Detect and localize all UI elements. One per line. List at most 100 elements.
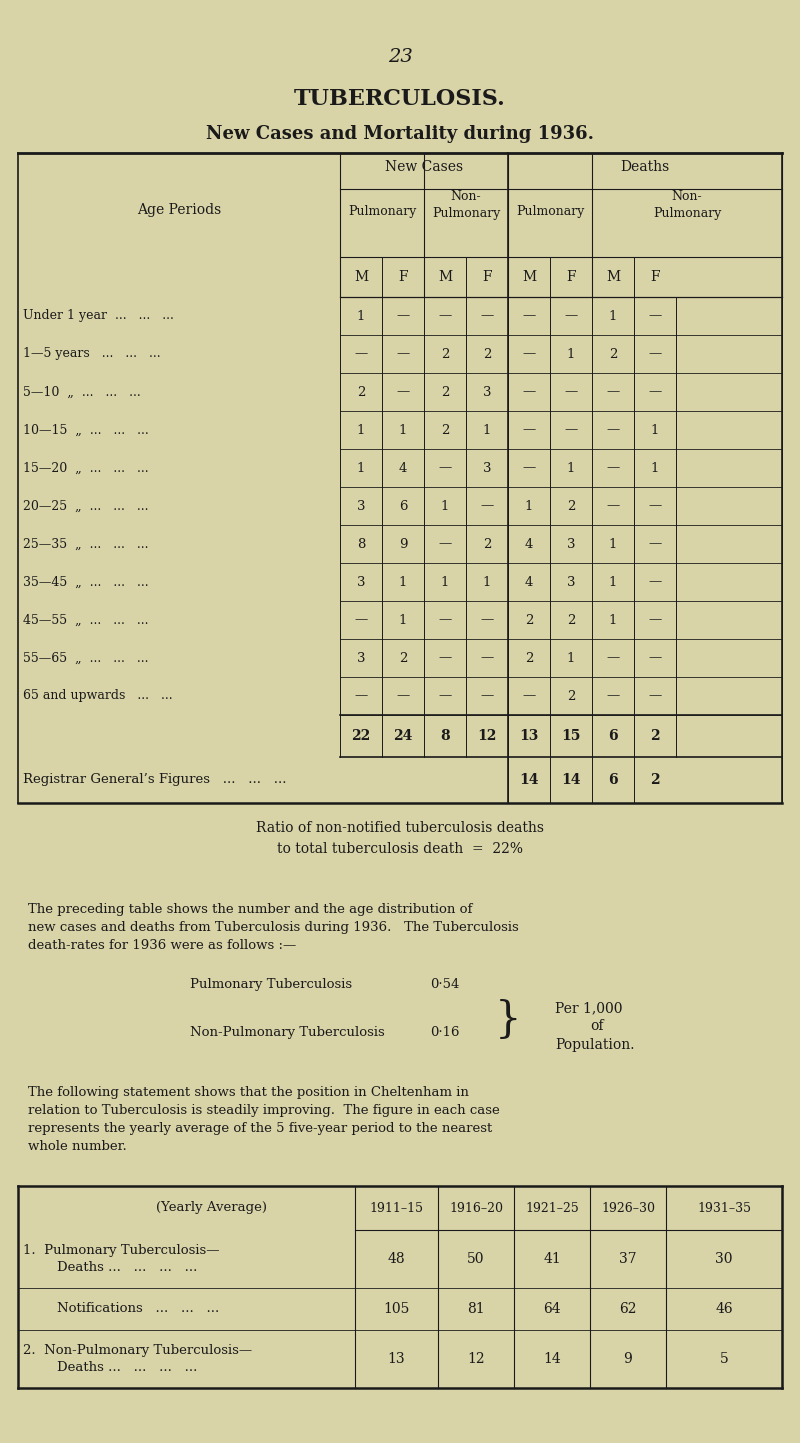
Text: 1: 1 bbox=[441, 499, 449, 512]
Text: M: M bbox=[354, 270, 368, 284]
Text: 2: 2 bbox=[609, 348, 617, 361]
Text: 2: 2 bbox=[650, 729, 660, 743]
Text: Registrar General’s Figures   ...   ...   ...: Registrar General’s Figures ... ... ... bbox=[23, 773, 286, 786]
Text: —: — bbox=[396, 348, 410, 361]
Text: —: — bbox=[648, 651, 662, 664]
Text: 1921–25: 1921–25 bbox=[525, 1202, 579, 1215]
Text: —: — bbox=[480, 690, 494, 703]
Text: 1—5 years   ...   ...   ...: 1—5 years ... ... ... bbox=[23, 348, 161, 361]
Text: 2: 2 bbox=[567, 613, 575, 626]
Text: —: — bbox=[522, 462, 536, 475]
Text: 50: 50 bbox=[467, 1253, 485, 1266]
Text: 5—10  „  ...   ...   ...: 5—10 „ ... ... ... bbox=[23, 385, 141, 398]
Text: 14: 14 bbox=[562, 773, 581, 786]
Text: New Cases and Mortality during 1936.: New Cases and Mortality during 1936. bbox=[206, 126, 594, 143]
Text: —: — bbox=[522, 309, 536, 322]
Text: 1: 1 bbox=[483, 576, 491, 589]
Text: 6: 6 bbox=[608, 773, 618, 786]
Text: 0·54: 0·54 bbox=[430, 978, 459, 991]
Text: —: — bbox=[648, 499, 662, 512]
Text: 1: 1 bbox=[567, 651, 575, 664]
Text: 1911–15: 1911–15 bbox=[370, 1202, 423, 1215]
Text: 13: 13 bbox=[519, 729, 538, 743]
Text: 4: 4 bbox=[399, 462, 407, 475]
Text: 2.  Non-Pulmonary Tuberculosis—
        Deaths ...   ...   ...   ...: 2. Non-Pulmonary Tuberculosis— Deaths ..… bbox=[23, 1343, 252, 1374]
Text: —: — bbox=[522, 385, 536, 398]
Text: 14: 14 bbox=[543, 1352, 561, 1367]
Text: —: — bbox=[480, 651, 494, 664]
Text: 1.  Pulmonary Tuberculosis—
        Deaths ...   ...   ...   ...: 1. Pulmonary Tuberculosis— Deaths ... ..… bbox=[23, 1244, 219, 1274]
Text: 2: 2 bbox=[441, 348, 449, 361]
Text: —: — bbox=[564, 385, 578, 398]
Text: Per 1,000: Per 1,000 bbox=[555, 1001, 622, 1014]
Text: 1: 1 bbox=[399, 423, 407, 436]
Text: —: — bbox=[648, 690, 662, 703]
Text: 1: 1 bbox=[399, 576, 407, 589]
Text: New Cases: New Cases bbox=[385, 160, 463, 175]
Text: 37: 37 bbox=[619, 1253, 637, 1266]
Text: Ratio of non-notified tuberculosis deaths
to total tuberculosis death  =  22%: Ratio of non-notified tuberculosis death… bbox=[256, 821, 544, 856]
Text: Age Periods: Age Periods bbox=[137, 203, 221, 216]
Text: 35—45  „  ...   ...   ...: 35—45 „ ... ... ... bbox=[23, 576, 149, 589]
Text: —: — bbox=[648, 348, 662, 361]
Text: 2: 2 bbox=[525, 613, 533, 626]
Text: 2: 2 bbox=[567, 690, 575, 703]
Text: 6: 6 bbox=[398, 499, 407, 512]
Text: 23: 23 bbox=[388, 48, 412, 66]
Text: 2: 2 bbox=[399, 651, 407, 664]
Text: 14: 14 bbox=[519, 773, 538, 786]
Text: —: — bbox=[648, 613, 662, 626]
Text: 4: 4 bbox=[525, 537, 533, 550]
Text: F: F bbox=[482, 270, 492, 284]
Text: 3: 3 bbox=[357, 576, 366, 589]
Text: —: — bbox=[522, 348, 536, 361]
Text: 1: 1 bbox=[357, 423, 365, 436]
Text: —: — bbox=[438, 690, 452, 703]
Text: —: — bbox=[480, 613, 494, 626]
Text: —: — bbox=[354, 613, 368, 626]
Text: —: — bbox=[606, 651, 620, 664]
Text: 12: 12 bbox=[467, 1352, 485, 1367]
Text: —: — bbox=[354, 690, 368, 703]
Text: 2: 2 bbox=[357, 385, 365, 398]
Text: 1: 1 bbox=[399, 613, 407, 626]
Text: The following statement shows that the position in Cheltenham in
relation to Tub: The following statement shows that the p… bbox=[28, 1087, 500, 1153]
Text: 81: 81 bbox=[467, 1302, 485, 1316]
Text: 64: 64 bbox=[543, 1302, 561, 1316]
Text: 1: 1 bbox=[609, 309, 617, 322]
Text: —: — bbox=[396, 385, 410, 398]
Text: 41: 41 bbox=[543, 1253, 561, 1266]
Text: 3: 3 bbox=[357, 651, 366, 664]
Text: 12: 12 bbox=[478, 729, 497, 743]
Text: —: — bbox=[396, 309, 410, 322]
Text: 8: 8 bbox=[357, 537, 365, 550]
Text: Pulmonary: Pulmonary bbox=[516, 205, 584, 218]
Text: 1: 1 bbox=[567, 462, 575, 475]
Text: F: F bbox=[566, 270, 576, 284]
Text: 45—55  „  ...   ...   ...: 45—55 „ ... ... ... bbox=[23, 613, 149, 626]
Text: Non-Pulmonary Tuberculosis: Non-Pulmonary Tuberculosis bbox=[190, 1026, 385, 1039]
Text: 15: 15 bbox=[562, 729, 581, 743]
Text: —: — bbox=[522, 690, 536, 703]
Text: 3: 3 bbox=[357, 499, 366, 512]
Text: 1931–35: 1931–35 bbox=[697, 1202, 751, 1215]
Text: 9: 9 bbox=[398, 537, 407, 550]
Text: 0·16: 0·16 bbox=[430, 1026, 459, 1039]
Text: F: F bbox=[398, 270, 408, 284]
Text: —: — bbox=[396, 690, 410, 703]
Text: 3: 3 bbox=[482, 385, 491, 398]
Text: M: M bbox=[522, 270, 536, 284]
Text: —: — bbox=[606, 690, 620, 703]
Text: —: — bbox=[564, 309, 578, 322]
Text: 1: 1 bbox=[609, 613, 617, 626]
Text: M: M bbox=[606, 270, 620, 284]
Text: The preceding table shows the number and the age distribution of
new cases and d: The preceding table shows the number and… bbox=[28, 903, 518, 952]
Text: (Yearly Average): (Yearly Average) bbox=[156, 1202, 267, 1215]
Text: —: — bbox=[648, 385, 662, 398]
Text: 2: 2 bbox=[650, 773, 660, 786]
Text: M: M bbox=[438, 270, 452, 284]
Text: —: — bbox=[438, 613, 452, 626]
Text: —: — bbox=[606, 423, 620, 436]
Text: Notifications   ...   ...   ...: Notifications ... ... ... bbox=[23, 1303, 219, 1316]
Text: —: — bbox=[438, 462, 452, 475]
